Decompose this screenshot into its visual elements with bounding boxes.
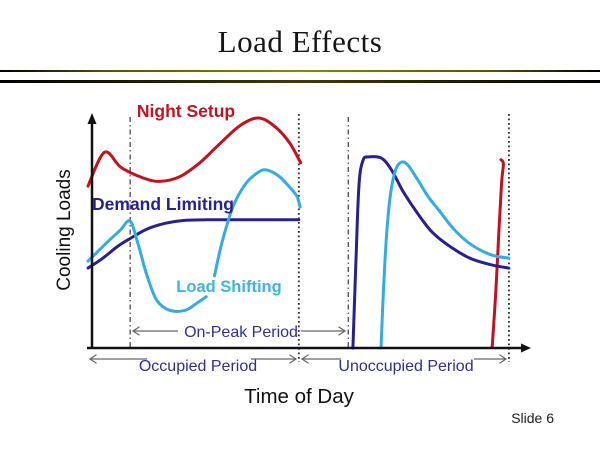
divider-strip-gap [0, 78, 600, 80]
x-axis-arrowhead-icon [521, 343, 531, 353]
curve-night-setup [86, 116, 303, 188]
curve-load-shifting [86, 219, 208, 313]
curve-demand-limiting [86, 218, 301, 270]
reference-lines [129, 114, 510, 362]
curve-night-setup [490, 158, 505, 349]
y-axis-arrowhead-icon [87, 113, 97, 124]
occupied-period-label: Occupied Period [139, 358, 257, 375]
y-axis-label: Cooling Loads [54, 169, 75, 290]
slide-number: Slide 6 [511, 410, 554, 426]
occupied-right-arrow-arrowhead-icon [289, 354, 298, 364]
series-curves [86, 116, 511, 350]
demand-limiting-label: Demand Limiting [92, 194, 234, 214]
curve-load-shifting [213, 168, 302, 278]
on-peak-right-arrow-arrowhead-icon [338, 326, 347, 336]
unoccupied-left-arrow-arrowhead-icon [300, 354, 309, 364]
axes [87, 113, 531, 353]
unoccupied-period-label: Unoccupied Period [338, 358, 473, 375]
on-peak-period-label: On-Peak Period [184, 324, 298, 341]
night-setup-label: Night Setup [137, 101, 235, 121]
occupied-left-arrow-arrowhead-icon [88, 354, 97, 364]
x-axis-label: Time of Day [244, 385, 354, 408]
curve-load-shifting [379, 160, 511, 350]
divider-strip-top [0, 70, 600, 72]
annotation-arrows [88, 326, 508, 364]
unoccupied-right-arrow-arrowhead-icon [499, 354, 508, 364]
slide-title: Load Effects [217, 24, 383, 59]
load-shifting-label: Load Shifting [176, 278, 281, 296]
title-divider [0, 70, 600, 83]
on-peak-left-arrow-arrowhead-icon [131, 326, 140, 336]
divider-strip-bottom [0, 80, 600, 83]
